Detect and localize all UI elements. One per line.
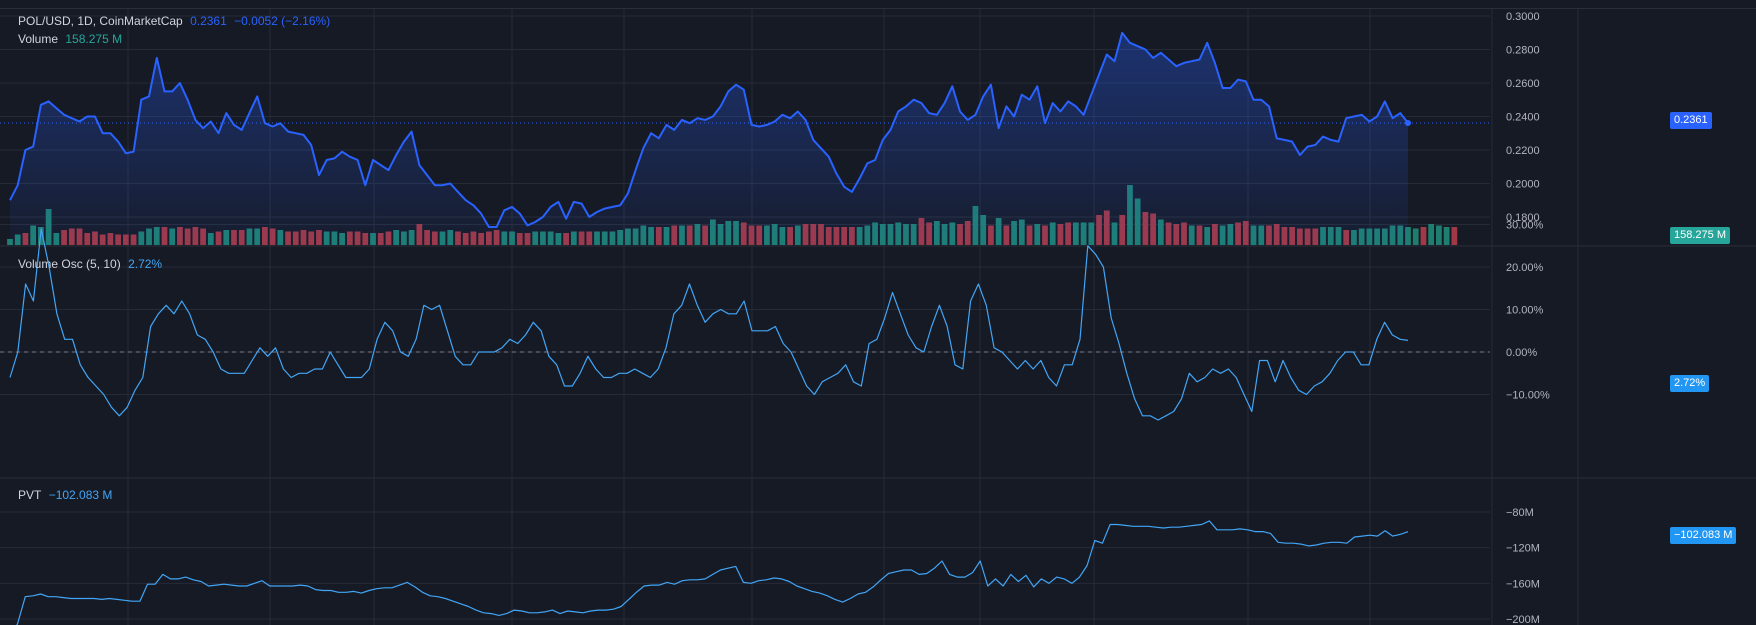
price-series	[0, 31, 1490, 245]
volume-bar	[1436, 225, 1442, 245]
price-legend: POL/USD, 1D, CoinMarketCap 0.2361 −0.005…	[18, 14, 334, 28]
pvt-series	[16, 520, 1409, 625]
osc-legend: Volume Osc (5, 10) 2.72%	[18, 257, 166, 271]
osc-label: Volume Osc (5, 10)	[18, 257, 121, 271]
price-tick-label: 0.2000	[1506, 179, 1540, 191]
osc-line	[9, 228, 1409, 421]
price-line	[9, 31, 1409, 228]
osc-tick-label: −10.00%	[1506, 390, 1550, 402]
last-price-marker	[1405, 120, 1411, 127]
volume-bar	[1451, 227, 1458, 245]
price-tick-label: 0.2400	[1506, 112, 1540, 124]
pvt-badge: −102.083 M	[1670, 527, 1737, 544]
pvt-label: PVT	[18, 488, 42, 502]
oscillator-series	[0, 228, 1490, 421]
pvt-value: −102.083 M	[48, 488, 113, 502]
osc-tick-label: 30.00%	[1506, 220, 1544, 232]
grid-layer	[0, 8, 1756, 625]
volume-bar	[1412, 228, 1419, 245]
osc-tick-label: 20.00%	[1506, 262, 1544, 274]
price-badge: 0.2361	[1670, 112, 1712, 129]
volume-value: 158.275 M	[65, 32, 123, 46]
pvt-tick-label: −120M	[1506, 543, 1540, 555]
pvt-tick-label: −160M	[1506, 578, 1540, 590]
volume-bar	[1443, 227, 1450, 245]
price-tick-label: 0.2200	[1506, 145, 1540, 157]
volume-badge: 158.275 M	[1670, 227, 1730, 244]
y-axis-ticks: 0.3000 0.2800 0.2600 0.2400 0.2200 0.2000 0.18…	[1506, 11, 1550, 625]
price-tick-label: 0.2800	[1506, 45, 1540, 57]
volume-bar	[1420, 227, 1427, 245]
osc-tick-label: 10.00%	[1506, 305, 1544, 317]
price-tick-label: 0.2600	[1506, 78, 1540, 90]
volume-label: Volume	[18, 32, 59, 46]
osc-badge: 2.72%	[1670, 375, 1710, 392]
volume-legend: Volume 158.275 M	[18, 32, 126, 46]
volume-bar	[1428, 224, 1435, 245]
price-tick-label: 0.3000	[1506, 11, 1540, 23]
price-value: 0.2361	[190, 14, 227, 28]
pvt-tick-label: −80M	[1506, 507, 1534, 519]
osc-tick-label: 0.00%	[1506, 347, 1537, 359]
pvt-line	[16, 520, 1409, 625]
osc-value: 2.72%	[128, 257, 163, 271]
symbol-label: POL/USD, 1D, CoinMarketCap	[18, 14, 183, 28]
price-tick-label: 0.1800	[1506, 212, 1540, 224]
price-change: −0.0052 (−2.16%)	[234, 14, 331, 28]
pvt-legend: PVT −102.083 M	[18, 488, 116, 502]
price-area	[10, 32, 1408, 245]
pvt-tick-label: −200M	[1506, 614, 1540, 625]
